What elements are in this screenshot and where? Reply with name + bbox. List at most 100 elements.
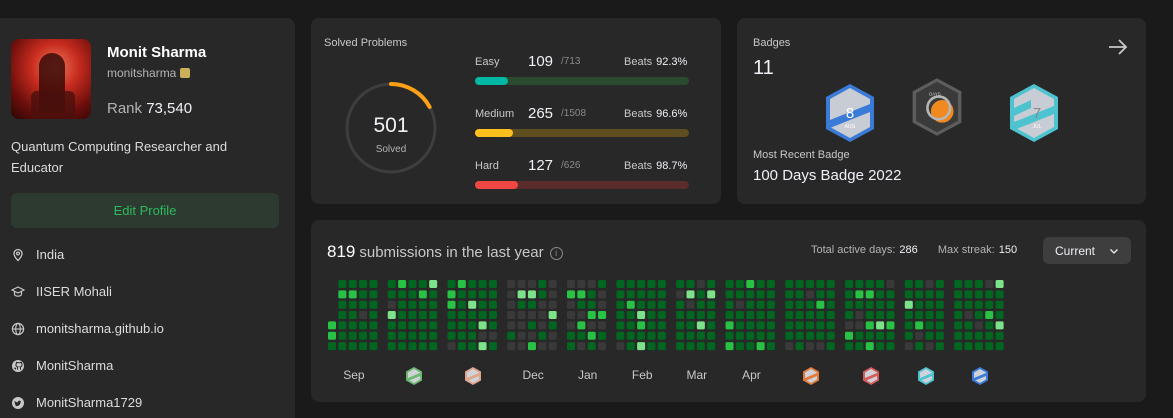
heatmap-cell[interactable] <box>408 311 417 320</box>
heatmap-cell[interactable] <box>785 290 794 299</box>
heatmap-cell[interactable] <box>845 311 854 320</box>
heatmap-cell[interactable] <box>735 290 744 299</box>
info-github-text[interactable]: MonitSharma <box>36 358 114 373</box>
heatmap-cell[interactable] <box>855 290 864 299</box>
heatmap-cell[interactable] <box>567 331 575 340</box>
heatmap-cell[interactable] <box>598 280 607 288</box>
heatmap-cell[interactable] <box>785 331 794 340</box>
heatmap-cell[interactable] <box>359 321 368 330</box>
heatmap-cell[interactable] <box>348 331 357 340</box>
heatmap-cell[interactable] <box>478 280 487 288</box>
heatmap-cell[interactable] <box>408 331 417 340</box>
heatmap-cell[interactable] <box>359 290 368 299</box>
heatmap-cell[interactable] <box>845 321 854 330</box>
info-website-text[interactable]: monitsharma.github.io <box>36 321 164 336</box>
heatmap-cell[interactable] <box>855 300 864 309</box>
heatmap-cell[interactable] <box>507 321 516 330</box>
heatmap-cell[interactable] <box>637 331 646 340</box>
heatmap-cell[interactable] <box>686 321 695 330</box>
heatmap-cell[interactable] <box>348 300 357 309</box>
heatmap-cell[interactable] <box>964 311 973 320</box>
heatmap-cell[interactable] <box>806 311 814 320</box>
heatmap-cell[interactable] <box>855 331 864 340</box>
heatmap-cell[interactable] <box>845 331 854 340</box>
heatmap-cell[interactable] <box>387 290 396 299</box>
heatmap-cell[interactable] <box>577 290 586 299</box>
heatmap-cell[interactable] <box>746 342 755 351</box>
heatmap-cell[interactable] <box>816 300 825 309</box>
heatmap-cell[interactable] <box>816 290 825 299</box>
heatmap-cell[interactable] <box>488 331 497 340</box>
heatmap-cell[interactable] <box>816 311 825 320</box>
heatmap-cell[interactable] <box>886 331 895 340</box>
heatmap-cell[interactable] <box>657 321 666 330</box>
heatmap-cell[interactable] <box>915 290 924 299</box>
heatmap-cell[interactable] <box>577 311 586 320</box>
heatmap-cell[interactable] <box>876 300 885 309</box>
heatmap-cell[interactable] <box>974 280 983 288</box>
heatmap-cell[interactable] <box>806 321 814 330</box>
heatmap-cell[interactable] <box>795 342 804 351</box>
heatmap-cell[interactable] <box>766 280 775 288</box>
heatmap-cell[interactable] <box>964 290 973 299</box>
heatmap-cell[interactable] <box>567 280 575 288</box>
heatmap-cell[interactable] <box>826 290 835 299</box>
heatmap-cell[interactable] <box>806 280 814 288</box>
heatmap-cell[interactable] <box>616 321 625 330</box>
heatmap-cell[interactable] <box>904 290 913 299</box>
heatmap-cell[interactable] <box>457 342 466 351</box>
heatmap-cell[interactable] <box>577 321 586 330</box>
heatmap-cell[interactable] <box>915 311 924 320</box>
heatmap-cell[interactable] <box>616 331 625 340</box>
heatmap-cell[interactable] <box>647 290 656 299</box>
heatmap-cell[interactable] <box>328 342 336 351</box>
heatmap-cell[interactable] <box>429 342 438 351</box>
heatmap-cell[interactable] <box>865 300 874 309</box>
heatmap-cell[interactable] <box>756 280 765 288</box>
heatmap-cell[interactable] <box>468 280 477 288</box>
heatmap-cell[interactable] <box>766 290 775 299</box>
heatmap-cell[interactable] <box>954 331 963 340</box>
heatmap-cell[interactable] <box>657 311 666 320</box>
heatmap-cell[interactable] <box>338 280 347 288</box>
heatmap-cell[interactable] <box>826 342 835 351</box>
heatmap-cell[interactable] <box>915 331 924 340</box>
heatmap-cell[interactable] <box>845 342 854 351</box>
heatmap-cell[interactable] <box>527 342 536 351</box>
heatmap-cell[interactable] <box>766 331 775 340</box>
heatmap-cell[interactable] <box>626 342 635 351</box>
heatmap-cell[interactable] <box>686 311 695 320</box>
heatmap-cell[interactable] <box>816 321 825 330</box>
heatmap-cell[interactable] <box>904 311 913 320</box>
heatmap-cell[interactable] <box>785 321 794 330</box>
heatmap-cell[interactable] <box>517 331 526 340</box>
aug-badge-icon[interactable]: 8 AUG <box>823 82 877 144</box>
heatmap-cell[interactable] <box>517 280 526 288</box>
heatmap-cell[interactable] <box>637 321 646 330</box>
heatmap-cell[interactable] <box>735 331 744 340</box>
heatmap-cell[interactable] <box>348 290 357 299</box>
heatmap-cell[interactable] <box>696 321 705 330</box>
aug-badge-icon[interactable] <box>971 366 989 386</box>
heatmap-cell[interactable] <box>338 342 347 351</box>
heatmap-cell[interactable] <box>359 342 368 351</box>
heatmap-cell[interactable] <box>995 342 1004 351</box>
heatmap-cell[interactable] <box>886 280 895 288</box>
heatmap-cell[interactable] <box>995 290 1004 299</box>
heatmap-cell[interactable] <box>995 321 1004 330</box>
heatmap-cell[interactable] <box>369 311 378 320</box>
heatmap-cell[interactable] <box>855 311 864 320</box>
heatmap-cell[interactable] <box>686 342 695 351</box>
heatmap-cell[interactable] <box>795 331 804 340</box>
may-badge-icon[interactable] <box>802 366 820 386</box>
heatmap-cell[interactable] <box>657 331 666 340</box>
heatmap-cell[interactable] <box>507 290 516 299</box>
heatmap-cell[interactable] <box>488 280 497 288</box>
heatmap-cell[interactable] <box>338 331 347 340</box>
heatmap-cell[interactable] <box>626 311 635 320</box>
heatmap-cell[interactable] <box>616 311 625 320</box>
heatmap-cell[interactable] <box>904 321 913 330</box>
heatmap-cell[interactable] <box>647 280 656 288</box>
heatmap-cell[interactable] <box>507 342 516 351</box>
heatmap-cell[interactable] <box>567 300 575 309</box>
